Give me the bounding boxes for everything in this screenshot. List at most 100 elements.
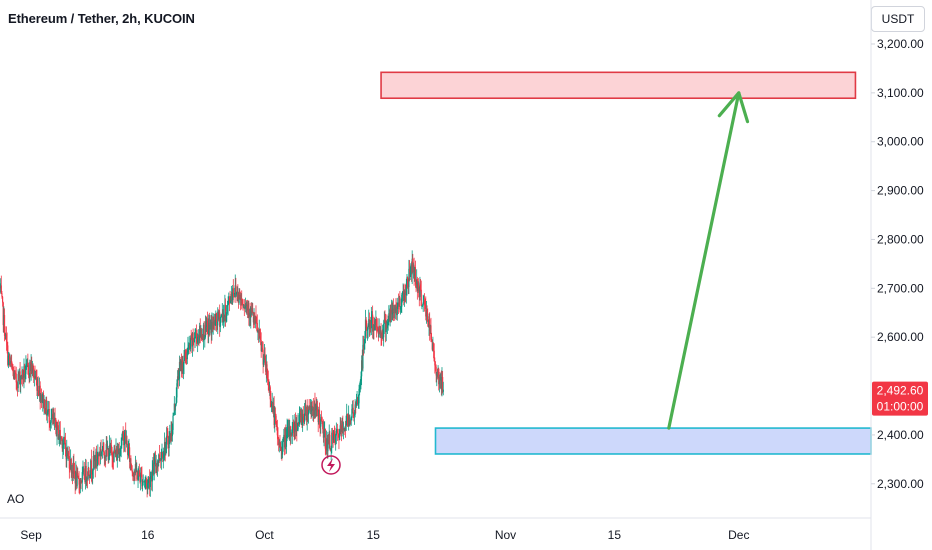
candle-body [0,285,2,287]
candle-body [31,364,34,373]
candle-body [417,282,419,291]
candle-body [355,404,357,406]
candle-body [185,357,187,359]
candle-body [291,432,293,436]
candle-body [210,320,212,334]
candle-body [271,403,273,404]
candle-body [23,366,25,378]
candle-body [442,389,444,392]
candle-body [64,437,66,443]
candle-body [66,447,68,460]
candle-body [401,292,404,295]
candle-body [82,470,84,473]
candle-body [103,442,105,453]
x-tick-label: Nov [495,528,516,542]
candle-body [170,431,172,441]
candle-body [46,400,48,416]
candle-body [145,479,147,481]
candle-body [164,442,166,454]
candle-body [440,379,442,390]
candle-body [177,376,179,380]
candle-body [119,452,121,457]
candle-body [366,326,368,332]
candle-body [239,291,241,296]
candle-body [160,459,162,461]
candle-body [169,433,172,441]
candle-body [150,475,152,480]
candle-body [233,293,236,295]
candle-body [41,400,43,402]
time-axis[interactable]: Sep 16 Oct 15 Nov 15 Dec [20,528,749,542]
candle-body [73,462,75,472]
candle-body [246,304,249,311]
candle-body [373,320,376,331]
candle-body [276,423,278,427]
x-tick-label: 15 [367,528,381,542]
support-zone[interactable] [434,427,872,455]
candle-body [321,417,323,422]
candle-body [61,438,63,449]
candle-body [350,420,352,422]
currency-button[interactable]: USDT [871,6,925,32]
candle-body [440,379,442,381]
candle-body [75,471,78,487]
candle-body [63,437,65,443]
candle-body [79,484,81,488]
candle-body [35,377,37,380]
candle-body [414,267,416,276]
candle-body [119,447,122,453]
candle-body [139,476,141,482]
candle-body [395,306,397,309]
candle-body [232,288,234,293]
candle-body [283,434,286,448]
candle-body [278,438,280,446]
candle-body [409,272,411,274]
candle-body [25,363,28,365]
candle-body [74,473,76,484]
candle-body [263,354,266,360]
candle-body [184,351,186,358]
indicator-label: AO [7,492,25,506]
candle-body [274,413,277,416]
candle-body [24,373,26,377]
candle-body [337,433,339,436]
candle-body [59,429,61,439]
projection-arrow[interactable] [667,91,741,430]
candle-body [35,377,37,379]
candle-body [219,317,221,327]
candle-body [13,372,15,379]
drawings[interactable] [380,71,872,455]
candle-body [330,448,332,451]
candle-body [342,428,345,430]
candle-body [350,417,352,421]
candle-body [94,458,96,467]
candle-body [433,350,435,362]
candle-body [115,448,117,455]
candle-body [221,312,223,316]
candle-body [340,429,343,432]
candle-body [407,277,409,287]
candle-body [353,412,355,416]
candle-body [13,371,15,379]
candle-body [75,471,77,484]
alert-icon[interactable] [321,455,341,475]
candle-body [265,358,267,372]
x-tick-label: 16 [141,528,155,542]
candle-body [53,417,55,421]
candle-body [22,370,24,376]
price-axis[interactable]: 3,200.00 3,100.00 3,000.00 2,900.00 2,800.00… [871,37,924,491]
candle-body [147,480,150,484]
candle-body [299,411,301,415]
candle-body [441,377,443,390]
candle-body [354,404,356,415]
candle-body [217,311,219,320]
candle-body [307,406,309,415]
candle-body [232,288,234,301]
candle-body [259,336,262,341]
candle-body [253,316,255,323]
candle-body [304,404,306,414]
resistance-zone[interactable] [380,71,857,100]
candle-body [296,429,299,431]
candle-body [226,305,229,307]
